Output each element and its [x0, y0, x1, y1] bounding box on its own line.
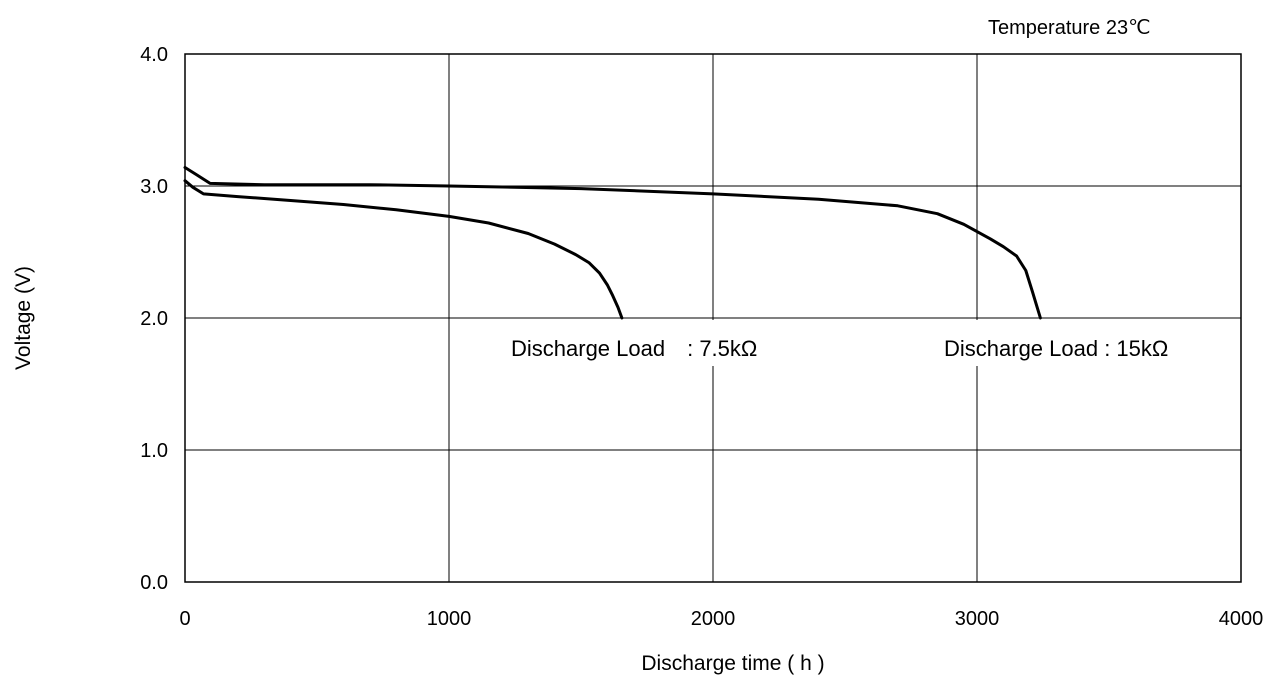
- series-label-7-5k: Discharge Load : 7.5kΩ: [511, 336, 757, 361]
- y-tick-label: 3.0: [140, 176, 168, 198]
- label-mask-7-5k: [498, 320, 830, 366]
- x-tick-labels: 0 1000 2000 3000 4000: [179, 608, 1263, 630]
- temperature-note: Temperature 23℃: [988, 17, 1151, 39]
- y-tick-label: 0.0: [140, 572, 168, 594]
- label-mask-15k: [930, 320, 1242, 366]
- x-tick-label: 0: [179, 608, 190, 630]
- x-tick-label: 1000: [427, 608, 472, 630]
- y-tick-label: 2.0: [140, 308, 168, 330]
- plot-frame: [184, 53, 1242, 583]
- series-label-15k: Discharge Load : 15kΩ: [944, 336, 1168, 361]
- x-axis-label: Discharge time ( h ): [641, 652, 824, 675]
- x-tick-label: 2000: [691, 608, 736, 630]
- series-line-1: [183, 166, 1042, 320]
- y-tick-label: 4.0: [140, 44, 168, 66]
- series-line-0: [183, 179, 624, 320]
- grid-lines: [185, 54, 1241, 582]
- series-layer: [183, 166, 1042, 320]
- x-tick-label: 3000: [955, 608, 1000, 630]
- x-tick-label: 4000: [1219, 608, 1264, 630]
- y-tick-label: 1.0: [140, 440, 168, 462]
- label-background-masks: [498, 320, 1242, 366]
- y-tick-labels: 0.0 1.0 2.0 3.0 4.0: [140, 44, 168, 594]
- y-axis-label: Voltage (V): [12, 266, 35, 370]
